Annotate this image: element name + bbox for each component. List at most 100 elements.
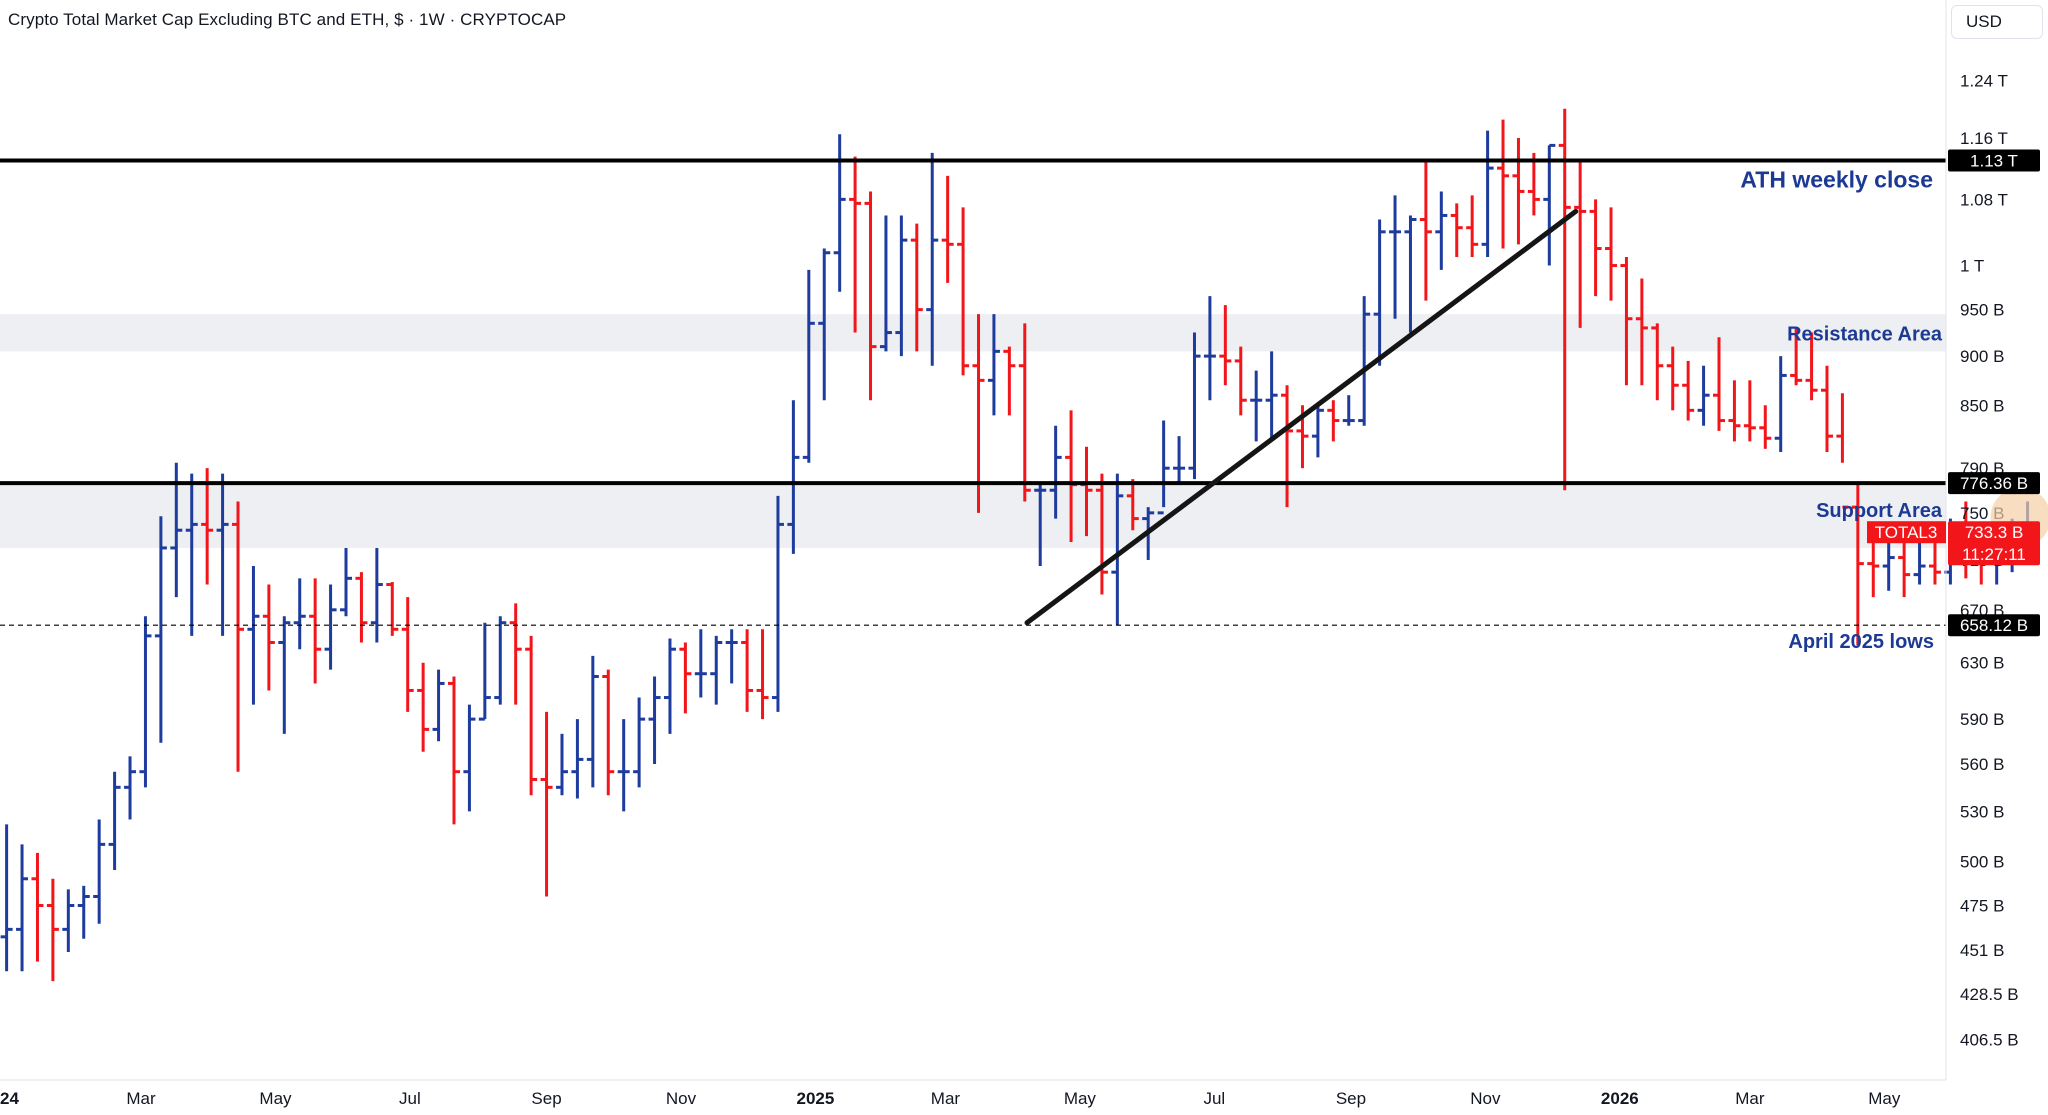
ohlc-bar [1527,152,1540,216]
x-tick-label: 2026 [1601,1089,1639,1108]
ohlc-bar [0,824,13,972]
ohlc-bar [478,622,491,721]
y-tick-label: 900 B [1960,347,2004,366]
x-tick-label: Sep [1336,1089,1366,1108]
ohlc-bar [1404,215,1417,333]
price-tag-box [1948,614,2040,637]
ath-price-tag: 1.13 T [1948,149,2040,172]
trendline[interactable] [1024,208,1579,626]
ohlc-bar [1003,346,1016,416]
ohlc-bar [1805,332,1818,401]
ohlc-bar [1635,278,1648,386]
time-axis[interactable]: 24 Mar May Jul Sep Nov 2025 Mar May Jul Sep Nov 2026… [0,1089,1901,1108]
ohlc-bar [910,223,923,352]
ohlc-bar [1759,405,1772,449]
price-tag-text: 658.12 B [1960,616,2028,635]
ohlc-bar [1250,370,1263,442]
y-tick-label: 406.5 B [1960,1030,2019,1049]
ohlc-bar [494,616,507,705]
ohlc-bar [725,629,738,684]
currency-selector[interactable]: USD [1951,5,2043,39]
ohlc-bar [1327,400,1340,442]
ohlc-bar [1481,130,1494,257]
x-tick-label: 2025 [797,1089,835,1108]
ohlc-bar [525,635,538,796]
ohlc-bar [62,889,75,952]
ohlc-bar [1265,351,1278,442]
last-price-tag: 733.3 B 11:27:11 [1948,521,2040,566]
trendline-layer[interactable] [1024,208,1579,626]
ohlc-bar [987,314,1000,416]
ohlc-bar [663,638,676,734]
y-tick-label: 530 B [1960,802,2004,821]
symbol-tag-box [1867,521,1946,544]
ohlc-bar [571,719,584,799]
y-tick-label: 500 B [1960,852,2004,871]
ohlc-bar [309,578,322,684]
ohlc-bar [1820,365,1833,453]
level-lines [0,158,1946,626]
ohlc-bar [1095,473,1108,595]
ohlc-bar [879,215,892,352]
bar-countdown: 11:27:11 [1962,545,2026,564]
y-tick-label: 1.24 T [1960,72,2008,91]
ohlc-bar [185,473,198,636]
y-tick-label: 1.16 T [1960,129,2008,148]
ohlc-bar [756,629,769,720]
ohlc-bar [941,175,954,283]
symbol-tag-text: TOTAL3 [1875,523,1938,542]
ohlc-bar [1311,405,1324,458]
ohlc-bar [1234,346,1247,416]
ohlc-bar [1666,346,1679,411]
support-zone [0,483,1946,548]
ohlc-bar [355,572,368,643]
ohlc-bar [139,616,152,788]
annotations-layer: ATH weekly close Resistance Area Support A… [1740,166,2048,653]
ohlc-bar [447,676,460,825]
ohlc-bar [833,134,846,292]
price-tag-text: 776.36 B [1960,474,2028,493]
ohlc-bar [633,697,646,788]
ohlc-bar [1219,305,1232,386]
ohlc-bar [1173,436,1186,485]
y-tick-label: 630 B [1960,654,2004,673]
ohlc-bar [31,852,44,962]
ohlc-bar [802,269,815,463]
ohlc-bar [787,400,800,554]
ohlc-bar [93,819,106,924]
ohlc-bar [771,495,784,712]
ohlc-bar [1589,199,1602,297]
ohlc-bar [216,473,229,636]
ohlc-bar [1419,160,1432,301]
ohlc-bar [1713,337,1726,431]
ohlc-bar [1558,108,1571,491]
y-tick-label: 451 B [1960,941,2004,960]
ohlc-bar [201,468,214,585]
support-label: Support Area [1816,500,1943,522]
ohlc-bar [463,704,476,812]
ohlc-bar [262,584,275,691]
chart-title: Crypto Total Market Cap Excluding BTC an… [8,10,567,29]
ohlc-bar [432,669,445,742]
ohlc-bar [1188,332,1201,480]
y-tick-label: 590 B [1960,710,2004,729]
ohlc-bar [694,629,707,698]
ohlc-bar [679,642,692,714]
ohlc-bar [386,582,399,636]
ohlc-bar [540,711,553,897]
april-lows-price-tag: 658.12 B [1948,614,2040,637]
y-tick-label: 428.5 B [1960,985,2019,1004]
y-tick-label: 850 B [1960,396,2004,415]
x-tick-label: May [259,1089,292,1108]
ohlc-bar [108,771,121,871]
ohlc-bar [1651,323,1664,401]
ohlc-bar [124,756,137,820]
april-lows-label: April 2025 lows [1788,631,1934,653]
ohlc-bar [926,152,939,366]
x-tick-label: Nov [1470,1089,1501,1108]
symbol-tag: TOTAL3 [1867,521,1946,544]
ohlc-bar [340,547,353,617]
support-price-tag: 776.36 B [1948,472,2040,495]
